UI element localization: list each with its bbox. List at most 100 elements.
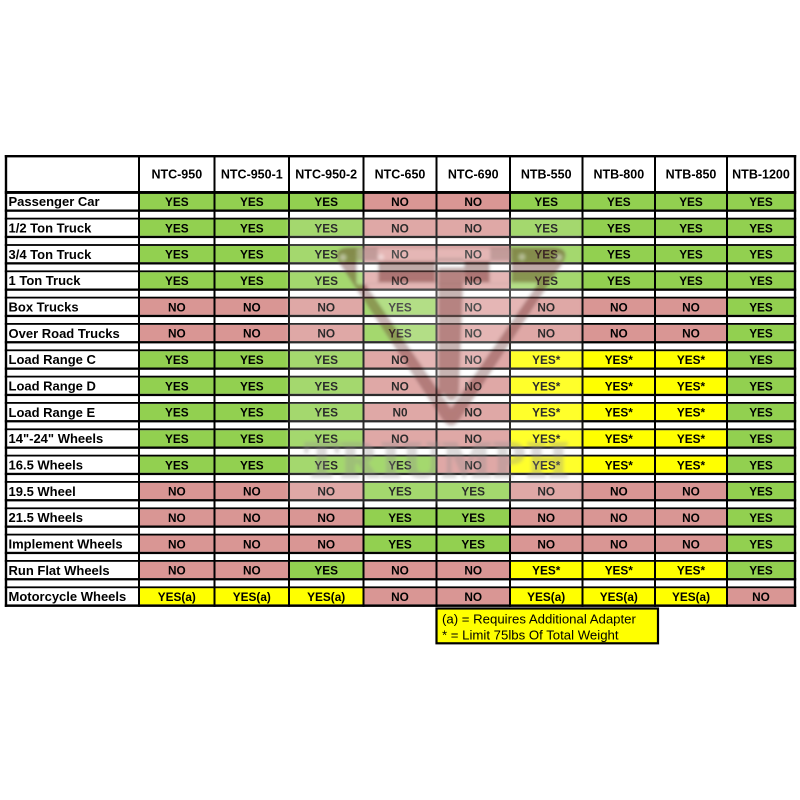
svg-text:* = Limit 75lbs Of Total Weigh: * = Limit 75lbs Of Total Weight (442, 627, 619, 642)
svg-text:NO: NO (610, 485, 628, 499)
svg-text:NO: NO (610, 537, 628, 551)
svg-text:YES*: YES* (677, 406, 706, 420)
svg-text:YES: YES (749, 432, 773, 446)
svg-text:NO: NO (537, 537, 555, 551)
svg-text:YES: YES (749, 379, 773, 393)
svg-text:YES: YES (240, 432, 264, 446)
svg-text:YES: YES (749, 195, 773, 209)
svg-text:21.5 Wheels: 21.5 Wheels (9, 510, 83, 525)
svg-text:NO: NO (682, 537, 700, 551)
svg-text:YES*: YES* (605, 353, 634, 367)
svg-text:YES: YES (679, 274, 703, 288)
svg-text:NO: NO (168, 300, 186, 314)
svg-text:YES: YES (240, 458, 264, 472)
svg-text:YES: YES (679, 248, 703, 262)
svg-text:NO: NO (168, 537, 186, 551)
svg-text:YES: YES (461, 537, 485, 551)
svg-text:YES(a): YES(a) (600, 590, 638, 604)
svg-text:YES: YES (165, 195, 189, 209)
svg-text:Implement Wheels: Implement Wheels (9, 537, 123, 552)
svg-text:Load Range D: Load Range D (9, 379, 96, 394)
svg-text:NTB-800: NTB-800 (593, 168, 644, 182)
svg-text:NO: NO (168, 327, 186, 341)
svg-text:NTB-1200: NTB-1200 (732, 168, 790, 182)
svg-text:YES: YES (165, 458, 189, 472)
svg-text:YES: YES (534, 195, 558, 209)
svg-text:YES: YES (165, 248, 189, 262)
svg-text:YES*: YES* (605, 379, 634, 393)
svg-text:Box Trucks: Box Trucks (9, 300, 79, 315)
svg-text:YES: YES (607, 195, 631, 209)
svg-text:YES: YES (749, 485, 773, 499)
svg-text:Passenger Car: Passenger Car (9, 194, 100, 209)
svg-text:NO: NO (682, 485, 700, 499)
svg-text:YES: YES (165, 353, 189, 367)
svg-text:NTC-650: NTC-650 (375, 168, 426, 182)
svg-text:YES(a): YES(a) (527, 590, 565, 604)
svg-text:YES: YES (749, 300, 773, 314)
svg-text:NO: NO (537, 511, 555, 525)
svg-text:YES*: YES* (605, 432, 634, 446)
svg-text:NO: NO (391, 590, 409, 604)
svg-text:YES: YES (749, 248, 773, 262)
svg-text:NO: NO (464, 564, 482, 578)
svg-text:YES(a): YES(a) (233, 590, 271, 604)
svg-text:1 Ton Truck: 1 Ton Truck (9, 273, 82, 288)
svg-text:NO: NO (391, 195, 409, 209)
svg-text:YES*: YES* (677, 458, 706, 472)
svg-text:YES: YES (388, 511, 412, 525)
svg-text:YES: YES (165, 432, 189, 446)
svg-text:YES: YES (607, 221, 631, 235)
svg-text:Over Road Trucks: Over Road Trucks (9, 326, 120, 341)
svg-text:NO: NO (682, 327, 700, 341)
svg-text:YES: YES (165, 379, 189, 393)
svg-text:NO: NO (752, 590, 770, 604)
svg-text:14"-24" Wheels: 14"-24" Wheels (9, 431, 104, 446)
svg-text:NO: NO (464, 195, 482, 209)
svg-text:YES: YES (314, 564, 338, 578)
svg-text:YES: YES (749, 221, 773, 235)
svg-text:NO: NO (168, 511, 186, 525)
svg-text:YES: YES (749, 274, 773, 288)
svg-text:NO: NO (168, 485, 186, 499)
svg-text:YES(a): YES(a) (307, 590, 345, 604)
svg-text:NO: NO (243, 485, 261, 499)
svg-text:NTC-690: NTC-690 (448, 168, 499, 182)
svg-text:YES(a): YES(a) (158, 590, 196, 604)
svg-text:YES: YES (165, 406, 189, 420)
svg-text:YES: YES (240, 379, 264, 393)
svg-text:16.5 Wheels: 16.5 Wheels (9, 458, 83, 473)
svg-text:1/2 Ton Truck: 1/2 Ton Truck (9, 221, 93, 236)
svg-text:YES*: YES* (677, 379, 706, 393)
svg-text:YES*: YES* (605, 458, 634, 472)
svg-text:NO: NO (317, 511, 335, 525)
svg-text:YES: YES (749, 511, 773, 525)
svg-text:NO: NO (243, 327, 261, 341)
svg-text:Load Range E: Load Range E (9, 405, 96, 420)
svg-text:YES*: YES* (605, 564, 634, 578)
svg-text:YES: YES (240, 221, 264, 235)
svg-text:NO: NO (168, 564, 186, 578)
svg-text:YES*: YES* (677, 432, 706, 446)
svg-text:YES: YES (240, 274, 264, 288)
svg-text:Motorcycle Wheels: Motorcycle Wheels (9, 589, 127, 604)
svg-text:YES(a): YES(a) (672, 590, 710, 604)
svg-text:NO: NO (243, 511, 261, 525)
svg-text:NO: NO (391, 564, 409, 578)
svg-text:YES: YES (240, 195, 264, 209)
svg-text:YES: YES (314, 195, 338, 209)
svg-text:YES: YES (607, 248, 631, 262)
svg-text:NO: NO (610, 511, 628, 525)
svg-text:19.5 Wheel: 19.5 Wheel (9, 484, 76, 499)
svg-text:NO: NO (610, 300, 628, 314)
svg-text:NTB-850: NTB-850 (666, 168, 717, 182)
svg-text:YES: YES (679, 195, 703, 209)
svg-text:NO: NO (610, 327, 628, 341)
svg-text:NTC-950-2: NTC-950-2 (295, 168, 357, 182)
svg-text:NTB-550: NTB-550 (521, 168, 572, 182)
svg-text:(a) = Requires Additional Adap: (a) = Requires Additional Adapter (442, 611, 637, 626)
svg-text:NO: NO (317, 537, 335, 551)
svg-text:NTC-950-1: NTC-950-1 (221, 168, 283, 182)
svg-text:YES*: YES* (677, 564, 706, 578)
svg-text:Load Range C: Load Range C (9, 352, 97, 367)
